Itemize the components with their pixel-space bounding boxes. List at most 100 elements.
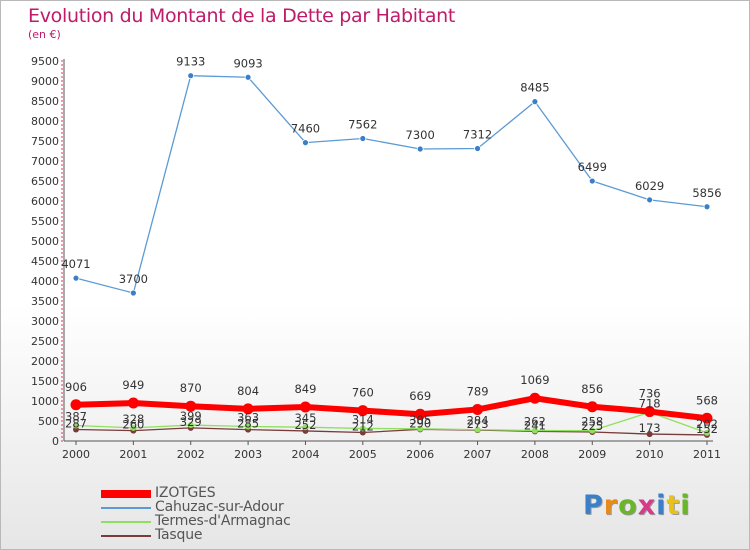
y-minor-tick xyxy=(61,420,63,422)
y-minor-tick xyxy=(61,256,63,258)
y-minor-tick xyxy=(61,64,63,66)
y-minor-tick xyxy=(61,88,63,90)
y-minor-tick xyxy=(61,384,63,386)
y-minor-tick xyxy=(61,92,63,94)
data-label: 173 xyxy=(639,421,661,435)
y-minor-tick xyxy=(61,292,63,294)
data-label: 1069 xyxy=(520,373,549,387)
y-minor-tick xyxy=(61,232,63,234)
logo-letter: o xyxy=(618,490,638,521)
legend-label: Cahuzac-sur-Adour xyxy=(155,499,284,515)
data-point xyxy=(299,401,311,413)
legend-label: IZOTGES xyxy=(155,485,216,501)
data-point xyxy=(704,429,710,436)
data-label: 7312 xyxy=(463,128,492,142)
data-point xyxy=(529,392,541,404)
data-label: 669 xyxy=(409,389,431,403)
data-point xyxy=(646,196,654,204)
data-point xyxy=(242,403,254,415)
y-minor-tick xyxy=(61,144,63,146)
x-tick-label: 2007 xyxy=(464,448,492,461)
y-minor-tick xyxy=(61,192,63,194)
x-tick-label: 2006 xyxy=(406,448,434,461)
y-minor-tick xyxy=(61,416,63,418)
y-minor-tick xyxy=(61,424,63,426)
y-minor-tick xyxy=(61,276,63,278)
y-minor-tick xyxy=(61,296,63,298)
data-label: 273 xyxy=(467,417,489,431)
data-label: 6499 xyxy=(578,160,607,174)
y-minor-tick xyxy=(61,204,63,206)
data-label: 387 xyxy=(65,410,87,424)
data-label: 6029 xyxy=(635,179,664,193)
data-label: 258 xyxy=(581,415,603,429)
x-tick-label: 2002 xyxy=(177,448,205,461)
y-minor-tick xyxy=(61,332,63,334)
y-minor-tick xyxy=(61,364,63,366)
y-minor-tick xyxy=(61,132,63,134)
y-minor-tick xyxy=(61,172,63,174)
data-point xyxy=(474,145,481,152)
y-minor-tick xyxy=(61,136,63,138)
y-minor-tick xyxy=(61,392,63,394)
y-minor-tick xyxy=(61,244,63,246)
y-tick-label: 5000 xyxy=(31,235,59,248)
logo-letter: i xyxy=(680,490,691,521)
y-minor-tick xyxy=(61,148,63,150)
legend-label: Termes-d'Armagnac xyxy=(155,513,291,529)
y-minor-tick xyxy=(61,344,63,346)
data-point xyxy=(127,397,139,409)
y-minor-tick xyxy=(61,236,63,238)
data-point xyxy=(72,274,80,282)
y-tick-label: 500 xyxy=(38,415,59,428)
series-line xyxy=(75,75,708,294)
y-tick-label: 8000 xyxy=(31,115,59,128)
y-minor-tick xyxy=(61,340,63,342)
y-minor-tick xyxy=(61,156,63,158)
data-label: 287 xyxy=(65,417,87,431)
y-minor-tick xyxy=(61,320,63,322)
y-minor-tick xyxy=(61,220,63,222)
logo-letter: r xyxy=(603,490,619,521)
data-point xyxy=(644,406,656,418)
data-point xyxy=(417,425,424,432)
data-label: 3700 xyxy=(119,272,148,286)
y-minor-tick xyxy=(61,388,63,390)
y-minor-tick xyxy=(61,228,63,230)
y-minor-tick xyxy=(61,336,63,338)
y-minor-tick xyxy=(61,408,63,410)
y-tick-label: 9500 xyxy=(31,55,59,68)
data-label: 8485 xyxy=(520,81,549,95)
data-point xyxy=(302,139,309,147)
data-label: 949 xyxy=(122,378,144,392)
data-label: 363 xyxy=(237,410,259,424)
logo-letter: P xyxy=(583,490,604,521)
data-point xyxy=(187,72,195,80)
data-label: 9133 xyxy=(176,55,205,69)
data-label: 870 xyxy=(180,381,202,395)
y-minor-tick xyxy=(61,316,63,318)
data-label: 225 xyxy=(581,419,603,433)
y-minor-tick xyxy=(61,216,63,218)
data-label: 906 xyxy=(65,380,87,394)
data-label: 285 xyxy=(237,417,259,431)
y-minor-tick xyxy=(61,188,63,190)
y-minor-tick xyxy=(61,176,63,178)
data-label: 856 xyxy=(581,382,603,396)
y-tick-label: 7500 xyxy=(31,135,59,148)
y-tick-label: 4000 xyxy=(31,275,59,288)
y-tick-label: 9000 xyxy=(31,75,59,88)
y-tick-label: 2500 xyxy=(31,335,59,348)
data-point xyxy=(474,426,481,433)
y-minor-tick xyxy=(61,300,63,302)
y-minor-tick xyxy=(61,120,63,122)
y-tick-label: 7000 xyxy=(31,155,59,168)
data-label: 789 xyxy=(467,384,489,398)
y-minor-tick xyxy=(61,96,63,98)
y-minor-tick xyxy=(61,60,63,62)
y-minor-tick xyxy=(61,272,63,274)
data-label: 7562 xyxy=(348,118,377,132)
y-tick-label: 4500 xyxy=(31,255,59,268)
data-point xyxy=(586,401,598,413)
